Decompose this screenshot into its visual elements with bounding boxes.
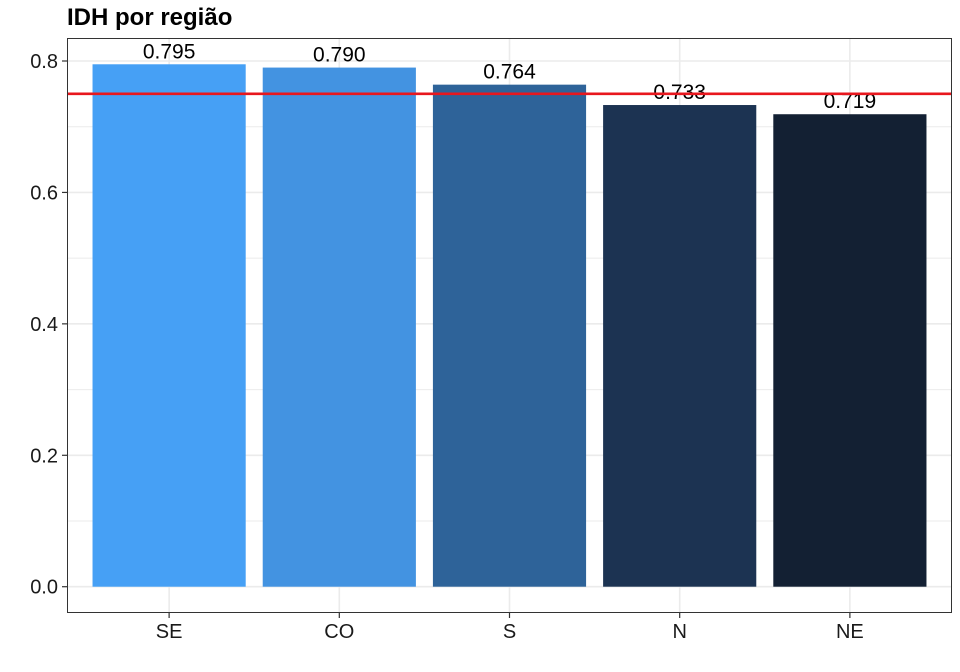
chart-title: IDH por região (67, 4, 233, 31)
panel-border (67, 38, 952, 613)
x-tick-label: CO (324, 621, 354, 643)
x-tick-label: N (672, 621, 686, 643)
data-label: 0.790 (313, 44, 366, 67)
data-label: 0.719 (824, 90, 877, 113)
bar-s (432, 84, 587, 587)
bar-ne (773, 114, 927, 587)
x-tick-label: NE (836, 621, 864, 643)
data-label: 0.764 (483, 61, 536, 84)
data-label: 0.795 (143, 40, 196, 63)
x-tick-label: S (503, 621, 516, 643)
bar-co (262, 67, 416, 587)
y-tick-label: 0.6 (30, 182, 58, 204)
bar-se (92, 64, 246, 587)
y-tick-label: 0.4 (30, 314, 58, 336)
y-tick-label: 0.8 (30, 51, 58, 73)
y-tick-label: 0.2 (30, 445, 58, 467)
y-tick-label: 0.0 (30, 577, 58, 599)
x-tick-label: SE (156, 621, 183, 643)
bar-n (603, 105, 757, 587)
data-label: 0.733 (653, 81, 706, 104)
